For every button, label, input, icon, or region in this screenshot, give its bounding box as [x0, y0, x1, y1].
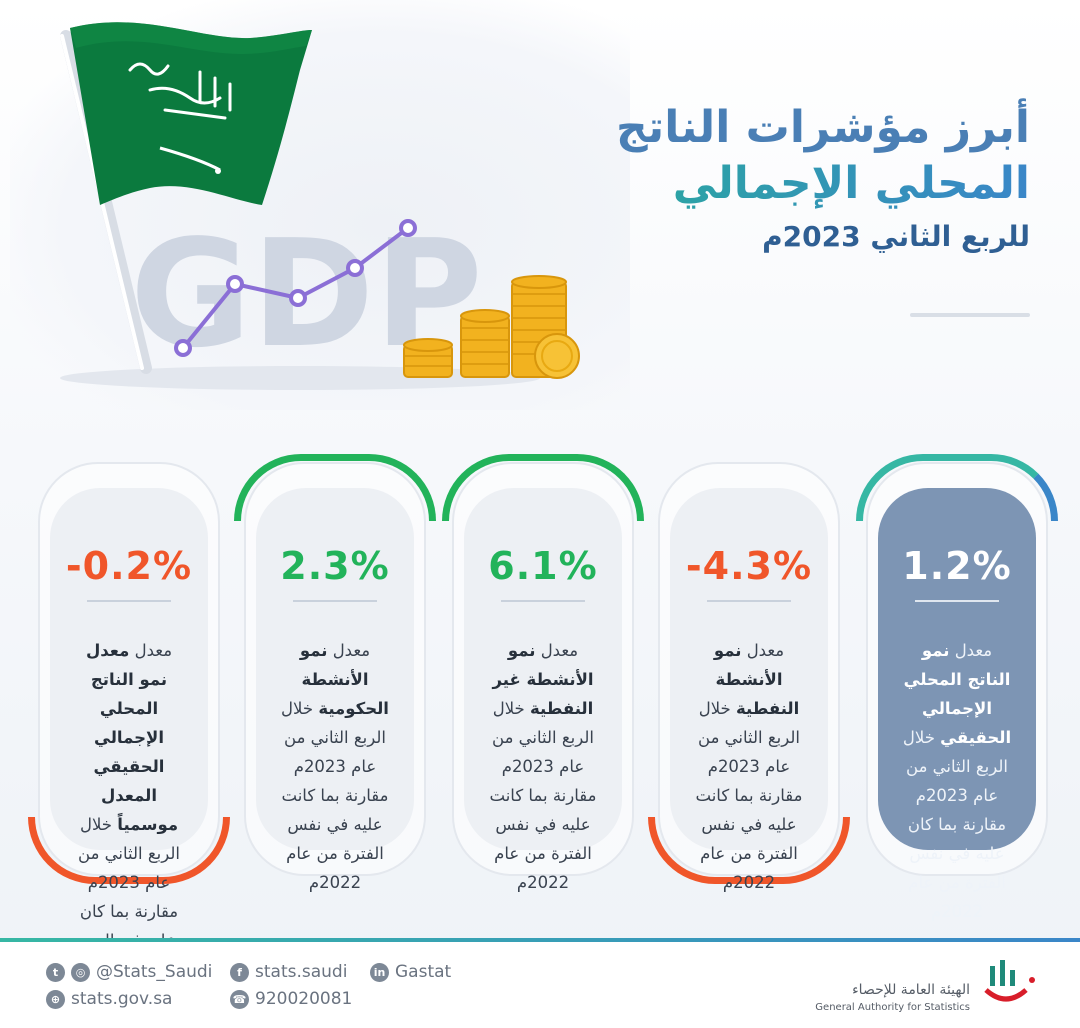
facebook-icon: f — [230, 962, 249, 982]
card-description: معدل نمو الأنشطة الحكومية خلال الربع الث… — [276, 636, 394, 897]
trend-points — [174, 219, 417, 357]
card-value: 6.1% — [488, 544, 598, 588]
gastat-logo: الهيئة العامة للإحصاء General Authority … — [815, 950, 1050, 1025]
indicator-card: 1.2% معدل نمو الناتج المحلي الإجمالي الحق… — [856, 454, 1058, 921]
org-name-en: General Authority for Statistics — [815, 1002, 970, 1013]
phone-text: 920020081 — [255, 989, 353, 1009]
phone-icon: ☎ — [230, 989, 249, 1009]
card-separator — [293, 600, 377, 602]
org-name-ar: الهيئة العامة للإحصاء — [852, 982, 970, 998]
card-value: 1.2% — [902, 544, 1012, 588]
website-text: stats.gov.sa — [71, 989, 173, 1009]
social-twitter-instagram[interactable]: t ◎ @Stats_Saudi — [46, 962, 212, 982]
card-desc-prefix: معدل — [741, 641, 785, 660]
card-value: 2.3% — [280, 544, 390, 588]
indicator-card: 2.3% معدل نمو الأنشطة الحكومية خلال الربع… — [234, 454, 436, 892]
linkedin-icon: in — [370, 962, 389, 982]
card-desc-suffix: خلال الربع الثاني من عام 2023م مقارنة بم… — [695, 699, 803, 892]
card-desc-highlight: نمو الأنشطة غير النفطية — [492, 641, 594, 718]
card-description: معدل نمو الأنشطة النفطية خلال الربع الثا… — [690, 636, 808, 897]
card-separator — [87, 600, 171, 602]
card-separator — [915, 600, 999, 602]
card-body: 1.2% معدل نمو الناتج المحلي الإجمالي الحق… — [878, 488, 1036, 921]
gdp-illustration: GDP — [60, 22, 580, 390]
twitter-handle: @Stats_Saudi — [96, 962, 213, 982]
title-divider — [910, 313, 1030, 317]
card-desc-prefix: معدل — [949, 641, 993, 660]
card-desc-highlight: معدل نمو الناتج المحلي الإجمالي الحقيقي … — [85, 641, 179, 834]
card-body: -4.3% معدل نمو الأنشطة النفطية خلال الربع… — [670, 488, 828, 892]
globe-icon: ⊕ — [46, 989, 65, 1009]
card-separator — [707, 600, 791, 602]
card-desc-highlight: نمو الأنشطة الحكومية — [299, 641, 389, 718]
card-desc-prefix: معدل — [327, 641, 371, 660]
phone-link[interactable]: ☎ 920020081 — [230, 989, 352, 1009]
indicator-card: -0.2% معدل معدل نمو الناتج المحلي الإجمال… — [28, 462, 230, 979]
page-title: أبرز مؤشرات الناتج المحلي الإجمالي للربع… — [610, 100, 1030, 253]
flag-sword-icon — [159, 146, 221, 172]
card-desc-prefix: معدل — [129, 641, 173, 660]
card-desc-suffix: خلال الربع الثاني من عام 2023م مقارنة بم… — [902, 728, 1008, 921]
gastat-logo-icon — [984, 960, 1035, 1002]
card-description: معدل معدل نمو الناتج المحلي الإجمالي الح… — [70, 636, 188, 984]
twitter-icon: t — [46, 962, 65, 982]
card-desc-suffix: خلال الربع الثاني من عام 2023م مقارنة بم… — [489, 699, 597, 892]
card-desc-suffix: خلال الربع الثاني من عام 2023م مقارنة بم… — [281, 699, 389, 892]
card-separator — [501, 600, 585, 602]
card-body: 6.1% معدل نمو الأنشطة غير النفطية خلال ال… — [464, 488, 622, 892]
social-linkedin[interactable]: in Gastat — [370, 962, 451, 982]
indicator-card: -4.3% معدل نمو الأنشطة النفطية خلال الربع… — [648, 462, 850, 892]
title-line-2: المحلي الإجمالي — [610, 156, 1030, 212]
card-value: -4.3% — [685, 544, 813, 588]
facebook-handle: stats.saudi — [255, 962, 348, 982]
coins-icon — [403, 275, 580, 379]
website-link[interactable]: ⊕ stats.gov.sa — [46, 989, 172, 1009]
card-description: معدل نمو الأنشطة غير النفطية خلال الربع … — [484, 636, 602, 897]
title-line-1: أبرز مؤشرات الناتج — [615, 102, 1030, 153]
card-desc-highlight: نمو الناتج المحلي الإجمالي الحقيقي — [903, 641, 1012, 747]
instagram-icon: ◎ — [71, 962, 90, 982]
footer-divider — [0, 938, 1080, 942]
card-desc-prefix: معدل — [535, 641, 579, 660]
indicator-card: 6.1% معدل نمو الأنشطة غير النفطية خلال ال… — [442, 454, 644, 892]
title-subtitle: للربع الثاني 2023م — [762, 220, 1030, 253]
linkedin-handle: Gastat — [395, 962, 452, 982]
flag-calligraphy-icon — [128, 62, 232, 120]
card-description: معدل نمو الناتج المحلي الإجمالي الحقيقي … — [898, 636, 1016, 926]
social-facebook[interactable]: f stats.saudi — [230, 962, 347, 982]
card-body: -0.2% معدل معدل نمو الناتج المحلي الإجمال… — [50, 488, 208, 979]
footer: t ◎ @Stats_Saudi f stats.saudi in Gastat… — [0, 942, 1080, 1028]
card-body: 2.3% معدل نمو الأنشطة الحكومية خلال الربع… — [256, 488, 414, 892]
card-desc-highlight: نمو الأنشطة النفطية — [713, 641, 800, 718]
card-value: -0.2% — [65, 544, 193, 588]
